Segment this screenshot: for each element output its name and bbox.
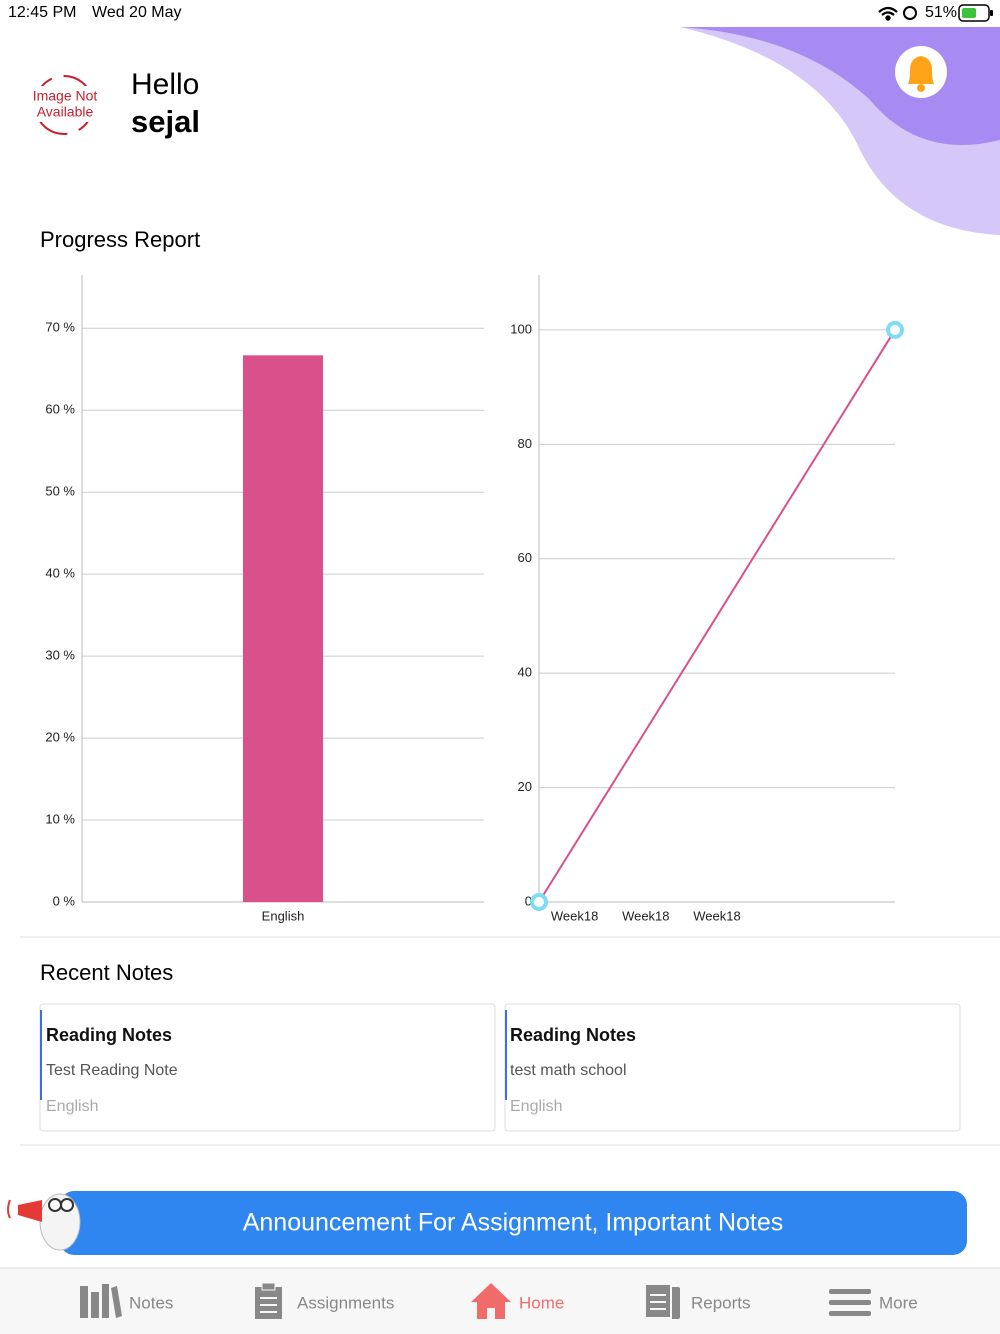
y-tick-label: 60 % xyxy=(45,402,75,417)
note-text: Test Reading Note xyxy=(46,1062,178,1079)
note-title: Reading Notes xyxy=(510,1025,636,1045)
more-icon xyxy=(829,1289,871,1316)
section-title: Progress Report xyxy=(40,227,200,252)
y-tick-label: 20 xyxy=(518,779,532,794)
note-card[interactable]: Reading Notes test math school English xyxy=(504,1003,961,1132)
banner-bg xyxy=(60,1191,967,1255)
y-tick-label: 80 xyxy=(518,436,532,451)
user-name: sejal xyxy=(131,104,200,139)
bell-clapper xyxy=(917,84,925,92)
tab-label: More xyxy=(879,1293,918,1312)
y-tick-label: 20 % xyxy=(45,730,75,745)
x-tick-label: Week18 xyxy=(551,908,598,923)
y-tick-label: 0 xyxy=(525,893,532,908)
y-tick-label: 50 % xyxy=(45,484,75,499)
x-tick-label: English xyxy=(262,908,305,923)
announcement-banner[interactable]: Announcement For Assignment, Important N… xyxy=(60,1191,967,1255)
charts: 0 % 10 % 20 % 30 % 40 % 50 % 60 % 70 % English 0 2… xyxy=(45,275,904,923)
y-tick-label: 60 xyxy=(518,550,532,565)
y-tick-label: 40 xyxy=(518,665,532,680)
note-text: test math school xyxy=(510,1062,627,1079)
tab-notes[interactable]: Notes xyxy=(80,1284,173,1318)
avatar-mask xyxy=(28,86,102,122)
bar xyxy=(243,355,323,903)
tab-reports[interactable]: Reports xyxy=(644,1283,751,1319)
note-card[interactable]: Reading Notes Test Reading Note English xyxy=(39,1003,496,1132)
marker xyxy=(530,893,548,911)
marker xyxy=(886,320,904,339)
y-tick-label: 70 % xyxy=(45,320,75,335)
tab-home[interactable]: Home xyxy=(471,1283,564,1319)
y-tick-label: 30 % xyxy=(45,648,75,663)
note-subject: English xyxy=(46,1098,98,1115)
status-time: 12:45 PM xyxy=(8,4,76,21)
line xyxy=(538,329,896,903)
tab-label: Notes xyxy=(129,1293,173,1312)
notes-icon xyxy=(80,1284,122,1318)
tab-label: Assignments xyxy=(297,1293,394,1312)
y-tick-label: 0 % xyxy=(53,893,76,908)
x-tick-label: Week18 xyxy=(622,908,669,923)
banner-text: Announcement For Assignment, Important N… xyxy=(243,1209,784,1237)
greeting: Hello xyxy=(131,68,199,101)
battery-percent: 51% xyxy=(925,4,957,21)
y-tick-label: 100 xyxy=(510,321,532,336)
avatar-text: Available xyxy=(37,104,94,120)
status-date: Wed 20 May xyxy=(92,4,182,21)
section-title: Recent Notes xyxy=(40,960,173,985)
x-tick-label: Week18 xyxy=(693,908,740,923)
mascot xyxy=(7,1193,81,1251)
reports-icon xyxy=(644,1283,680,1319)
tab-label: Reports xyxy=(691,1293,751,1312)
assignments-icon xyxy=(255,1282,282,1319)
y-tick-label: 10 % xyxy=(45,811,75,826)
rotation-lock-icon xyxy=(903,6,917,20)
wifi-icon xyxy=(878,6,898,21)
tab-label: Home xyxy=(519,1293,564,1312)
tab-more[interactable]: More xyxy=(829,1289,918,1316)
note-title: Reading Notes xyxy=(46,1025,172,1045)
avatar-text: Image Not xyxy=(33,88,98,104)
tab-assignments[interactable]: Assignments xyxy=(255,1282,394,1319)
home-icon xyxy=(471,1283,511,1319)
battery-icon xyxy=(958,4,993,22)
y-tick-label: 40 % xyxy=(45,566,75,581)
note-subject: English xyxy=(510,1098,562,1115)
bell-icon xyxy=(908,56,934,84)
